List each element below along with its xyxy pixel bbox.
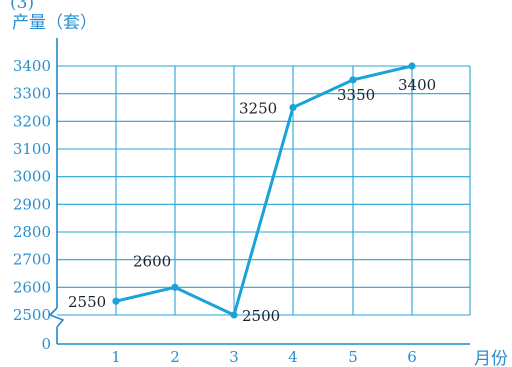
y-tick-label: 2900	[13, 195, 51, 213]
x-tick-label: 4	[288, 348, 298, 366]
axis-break-mark	[48, 307, 65, 328]
x-tick-label: 1	[111, 348, 121, 366]
data-point	[289, 103, 297, 112]
y-tick-label: 2700	[13, 251, 51, 269]
x-tick-label: 6	[407, 348, 417, 366]
series-line	[114, 64, 414, 317]
y-tick-label: 3000	[13, 168, 51, 186]
x-tick-label: 5	[348, 348, 358, 366]
y-tick-label: 3200	[13, 112, 51, 130]
data-labels: 2550 2600 2500 3250 3350 3400	[68, 76, 436, 325]
data-label: 3350	[337, 86, 375, 104]
data-label: 2550	[68, 293, 106, 311]
y-tick-labels: 0 2500 2600 2700 2800 2900 3000 3100 3200 3300 340…	[13, 57, 51, 353]
y-tick-label: 3100	[13, 140, 51, 158]
y-axis-title: 产量（套）	[12, 13, 97, 33]
y-tick-label: 3300	[13, 85, 51, 103]
data-point	[230, 311, 238, 319]
data-label: 2600	[133, 252, 171, 270]
axes	[48, 38, 470, 345]
x-axis-title: 月份	[474, 349, 508, 367]
y-tick-label: 0	[41, 335, 51, 353]
y-tick-label: 2800	[13, 223, 51, 241]
x-tick-label: 3	[229, 348, 239, 366]
data-point	[171, 283, 179, 291]
data-point	[349, 76, 357, 84]
grid-lines	[57, 65, 471, 316]
data-label: 3400	[398, 76, 436, 94]
x-tick-labels: 1 2 3 4 5 6	[111, 348, 417, 366]
y-tick-label: 2600	[13, 278, 51, 296]
data-points	[112, 62, 416, 319]
data-label: 2500	[242, 307, 280, 325]
header-fragment: (3)	[10, 0, 34, 13]
y-tick-label: 3400	[13, 57, 51, 75]
series-line-path	[114, 64, 414, 317]
data-point	[408, 62, 416, 70]
y-tick-label: 2500	[13, 306, 51, 324]
data-label: 3250	[239, 100, 277, 118]
data-point	[112, 297, 120, 305]
x-tick-label: 2	[170, 348, 180, 366]
